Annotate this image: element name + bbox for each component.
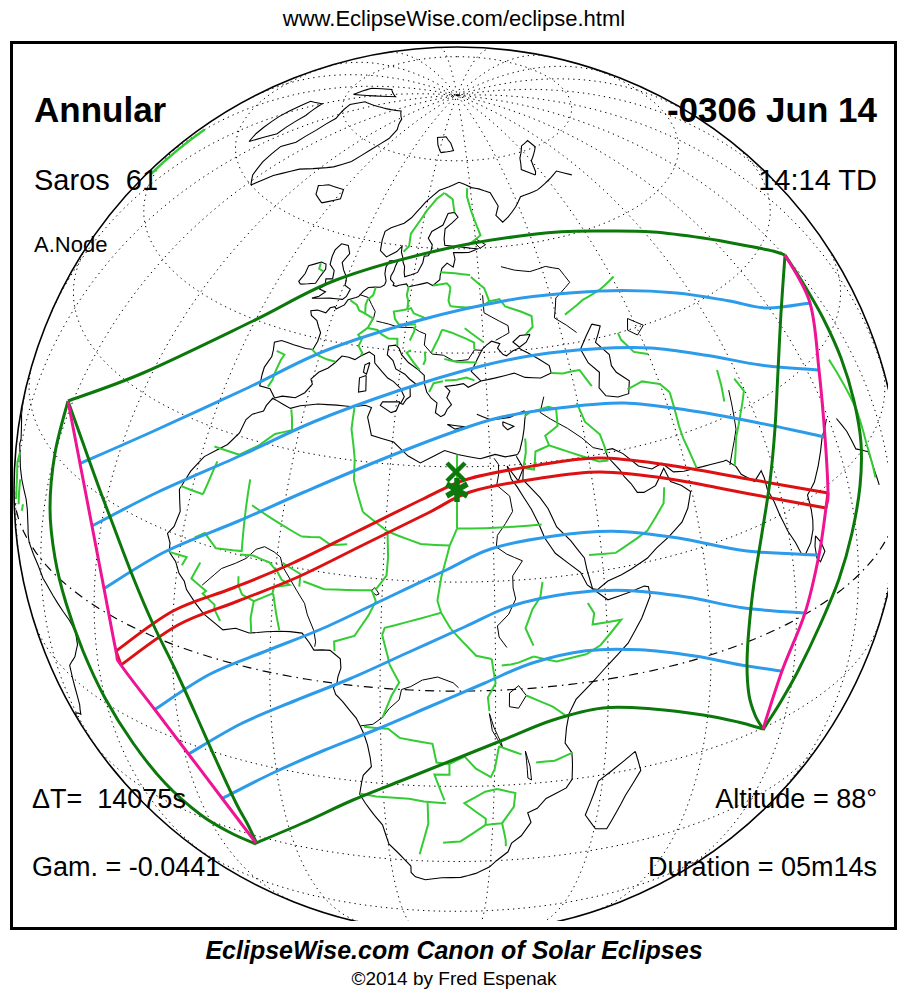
eclipse-type-label: Annular (34, 92, 166, 127)
eclipse-info-bottomright: Altitude = 88° Duration = 05m14s (648, 745, 877, 913)
altitude-label: Altitude = 88° (648, 786, 877, 813)
copyright-line: ©2014 by Fred Espenak (0, 968, 908, 990)
east-outer-limit (763, 255, 862, 730)
rivers (202, 239, 736, 780)
eclipse-info-bottomleft: ΔT= 14075s Gam. = -0.0441 (32, 745, 220, 913)
duration-label: Duration = 05m14s (648, 854, 877, 881)
eclipse-map-frame: Annular Saros 61 A.Node -0306 Jun 14 14:… (10, 41, 897, 930)
eclipse-time-label: 14:14 TD (667, 166, 877, 195)
eclipse-date-label: -0306 Jun 14 (667, 92, 877, 127)
page-url: www.EclipseWise.com/eclipse.html (0, 6, 908, 32)
greatest-eclipse-markers (447, 463, 468, 502)
eclipse-info-topleft: Annular Saros 61 A.Node (34, 60, 166, 288)
magnitude-line-south (189, 590, 806, 754)
eclipse-info-topright: -0306 Jun 14 14:14 TD (667, 60, 877, 234)
delta-t-label: ΔT= 14075s (32, 786, 220, 813)
saros-label: Saros 61 (34, 166, 166, 195)
central-path-south (121, 472, 826, 665)
node-label: A.Node (34, 234, 166, 256)
east-inner-limit (747, 255, 785, 729)
canon-caption: EclipseWise.com Canon of Solar Eclipses (0, 936, 908, 965)
gamma-label: Gam. = -0.0441 (32, 854, 220, 881)
equator-line (14, 490, 888, 691)
